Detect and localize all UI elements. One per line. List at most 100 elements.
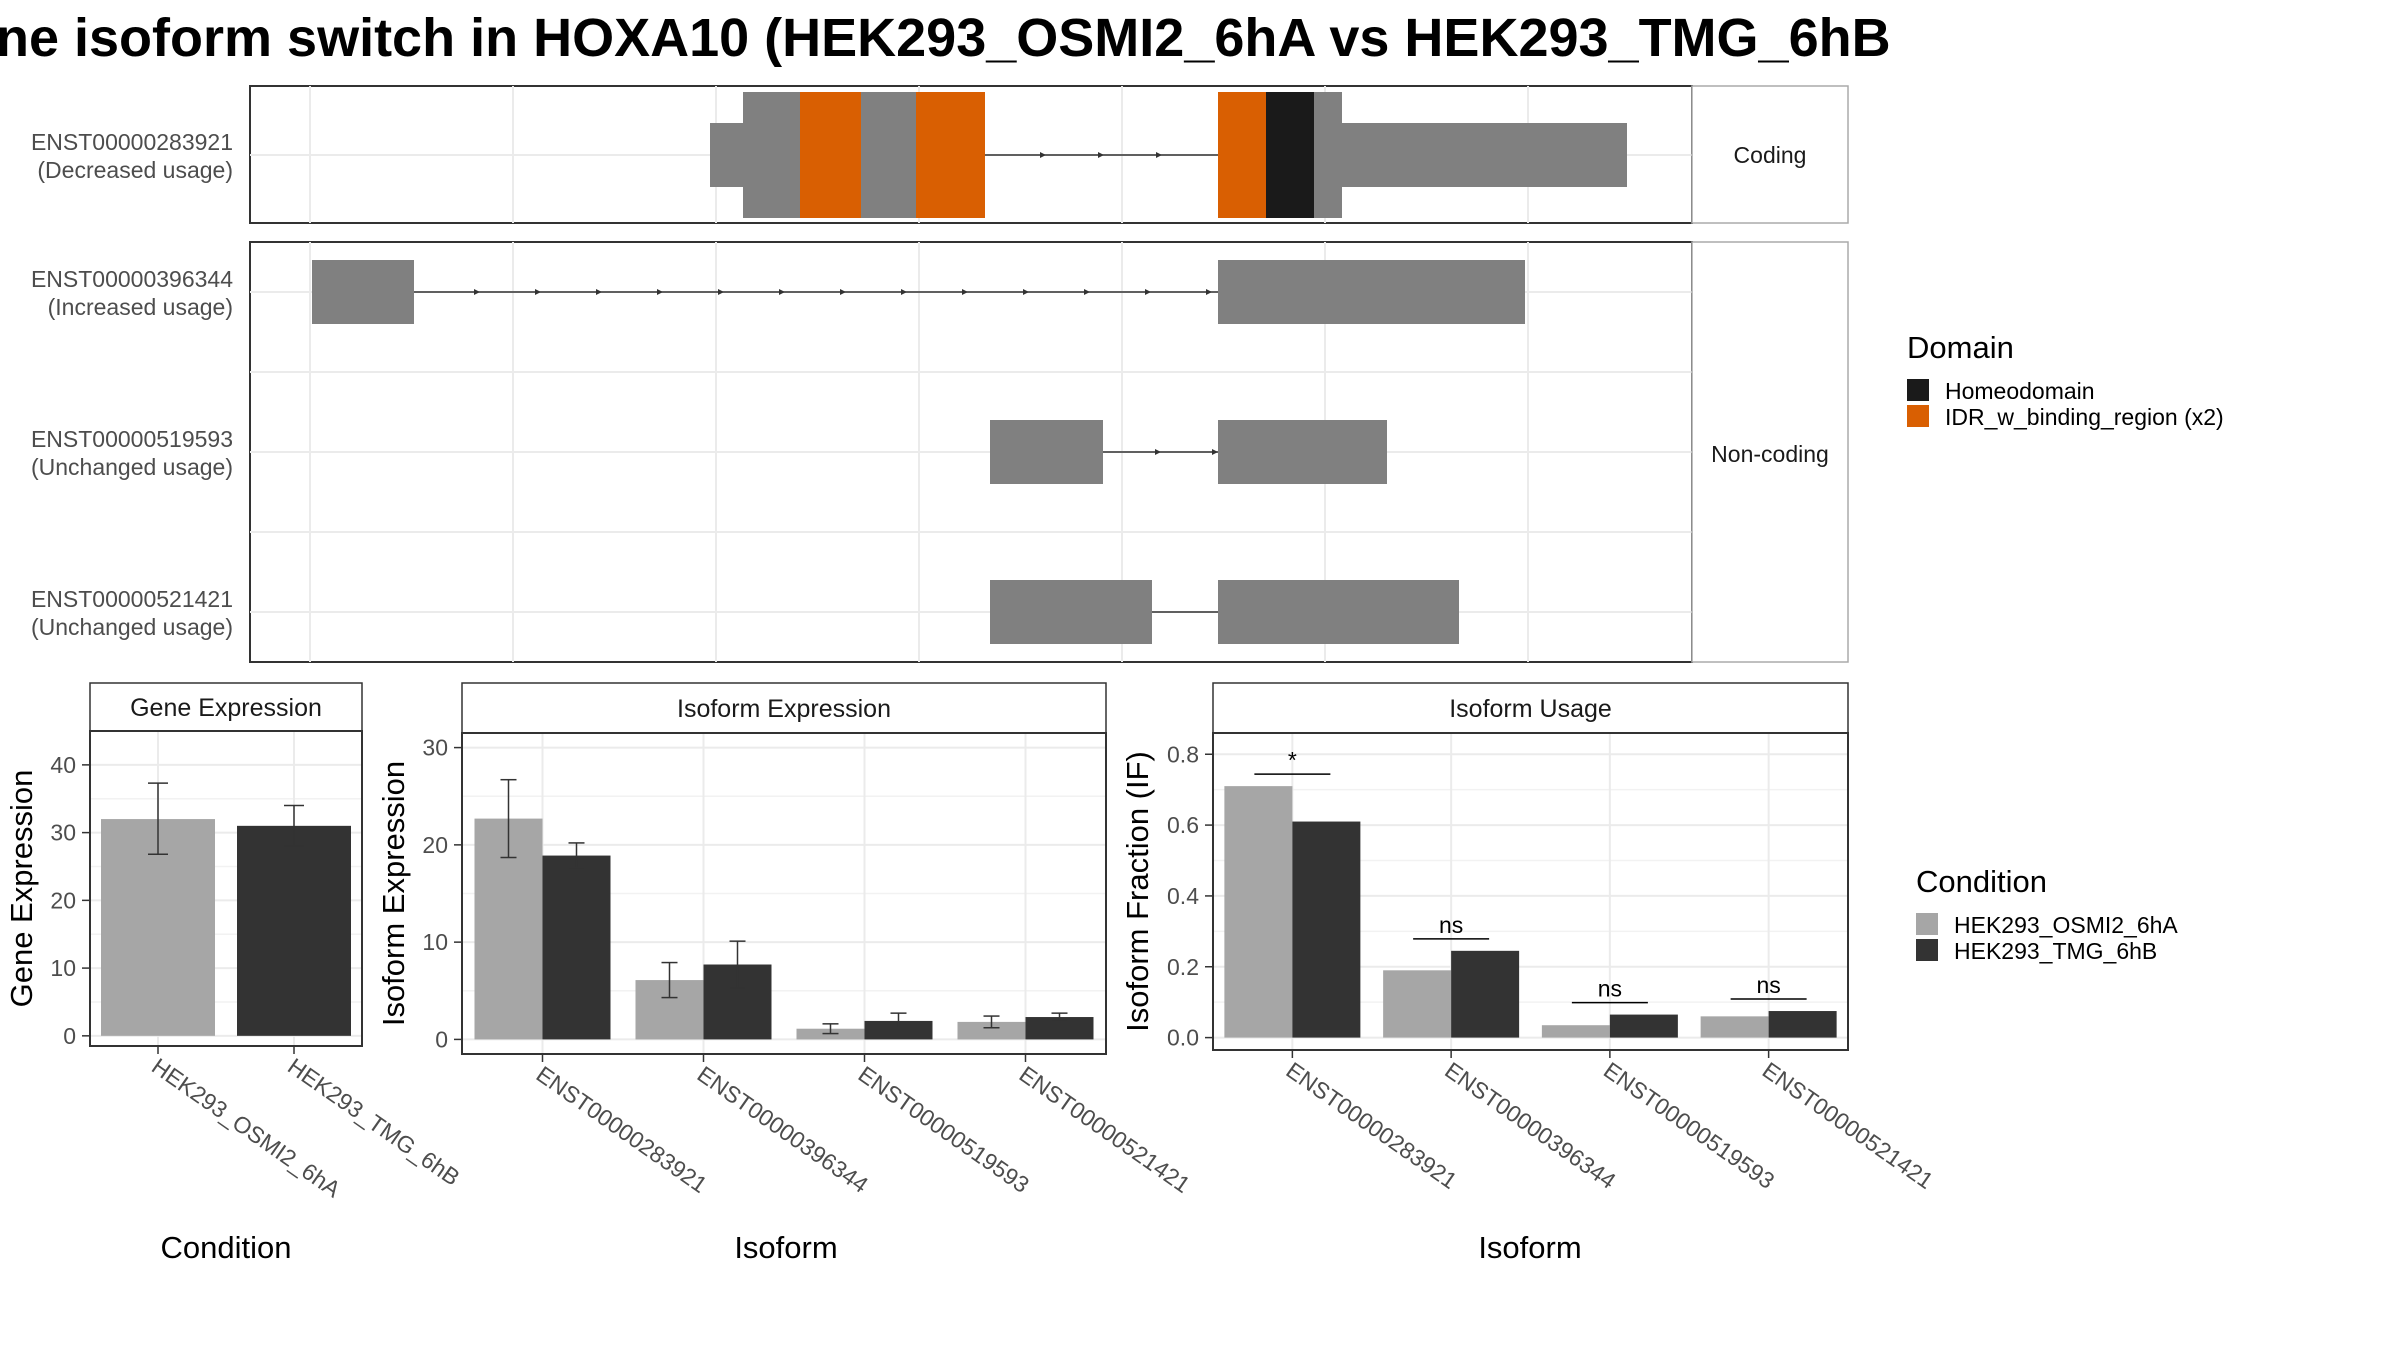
- bar-tmg: [1025, 1017, 1094, 1040]
- significance-label: ns: [1756, 972, 1780, 998]
- transcript-2-model: [312, 260, 1525, 324]
- y-axis-title: Isoform Expression: [376, 761, 411, 1026]
- bar-osmi2: [101, 819, 215, 1036]
- facet-strip-coding: [1691, 85, 1849, 224]
- bar-tmg: [1609, 1014, 1678, 1038]
- x-tick-label: ENST00000519593: [1599, 1057, 1779, 1194]
- domain-idr: [916, 92, 985, 218]
- bar-tmg: [1451, 950, 1520, 1038]
- bar-osmi2: [1541, 1025, 1610, 1038]
- exon-block: [1218, 420, 1387, 484]
- transcript-structure-panel: Coding Non-coding ENST00000283921 (Decre…: [31, 85, 1849, 663]
- condition-legend: Condition HEK293_OSMI2_6hA HEK293_TMG_6h…: [1916, 864, 2178, 964]
- legend-swatch-idr: [1907, 405, 1929, 427]
- bar-tmg: [237, 825, 351, 1036]
- isoform-usage-panel: Isoform Usage 0.0 0.2 0.4 0.6 0.8 * ns ns ns ENST0…: [1120, 682, 1938, 1265]
- facet-label-coding: Coding: [1734, 142, 1807, 168]
- domain-idr: [1218, 92, 1266, 218]
- intron-arrow: [901, 289, 907, 295]
- domain-legend: Domain Homeodomain IDR_w_binding_region …: [1907, 330, 2224, 430]
- y-tick-label: 0: [435, 1026, 448, 1052]
- x-tick-label: ENST00000521421: [1015, 1061, 1195, 1198]
- intron-arrow: [840, 289, 846, 295]
- bar-tmg: [1768, 1011, 1837, 1038]
- y-tick-label: 0.2: [1167, 954, 1199, 980]
- gene-expression-panel: Gene Expression010203040HEK293_OSMI2_6hA…: [4, 682, 465, 1265]
- plot-border: [1212, 732, 1849, 1051]
- significance-label: ns: [1598, 976, 1622, 1002]
- facet-strip-noncoding: [1691, 241, 1849, 663]
- x-tick-label: ENST00000396344: [693, 1061, 874, 1198]
- y-axis-title: Isoform Fraction (IF): [1120, 751, 1155, 1032]
- y-tick-label: 40: [50, 752, 76, 778]
- utr-block: [1342, 123, 1627, 187]
- intron-arrow: [474, 289, 480, 295]
- y-tick-label: 30: [422, 735, 448, 761]
- x-axis-title: Condition: [161, 1230, 292, 1265]
- exon-block: [990, 580, 1152, 644]
- intron-arrow: [1212, 449, 1218, 455]
- intron-arrow: [1023, 289, 1029, 295]
- intron-arrow: [596, 289, 602, 295]
- intron-arrow: [657, 289, 663, 295]
- bar-tmg: [864, 1020, 933, 1040]
- plot-border: [89, 730, 363, 1047]
- significance-label: *: [1288, 747, 1297, 773]
- y-axis-title: Gene Expression: [4, 770, 39, 1008]
- y-tick-label: 0.8: [1167, 741, 1199, 767]
- transcript-4-id: ENST00000521421: [31, 586, 233, 612]
- x-tick-label: ENST00000283921: [1282, 1057, 1462, 1194]
- transcript-1-id: ENST00000283921: [31, 129, 233, 155]
- transcript-4-model: [990, 580, 1459, 644]
- intron-arrow: [535, 289, 541, 295]
- legend-swatch-homeodomain: [1907, 379, 1929, 401]
- utr-block: [710, 123, 743, 187]
- y-tick-label: 30: [50, 820, 76, 846]
- facet-label-noncoding: Non-coding: [1711, 441, 1829, 467]
- x-tick-label: ENST00000521421: [1758, 1057, 1938, 1194]
- x-tick-label: ENST00000283921: [532, 1061, 712, 1198]
- legend-label-tmg: HEK293_TMG_6hB: [1954, 938, 2157, 964]
- intron-arrow: [1156, 152, 1162, 158]
- significance-label: ns: [1439, 912, 1463, 938]
- y-tick-label: 0.0: [1167, 1025, 1199, 1051]
- intron-arrow: [1155, 449, 1161, 455]
- exon-block: [990, 420, 1103, 484]
- panel-strip-label: Isoform Usage: [1449, 695, 1612, 723]
- transcript-2-usage: (Increased usage): [48, 294, 233, 320]
- transcript-3-model: [990, 420, 1387, 484]
- bar-osmi2: [1700, 1016, 1769, 1038]
- x-axis-title: Isoform: [1478, 1230, 1581, 1265]
- y-tick-label: 20: [50, 887, 76, 913]
- figure-title: ne isoform switch in HOXA10 (HEK293_OSMI…: [0, 8, 1891, 68]
- panel-strip-label: Gene Expression: [130, 694, 322, 722]
- intron-arrow: [1098, 152, 1104, 158]
- y-tick-label: 10: [422, 929, 448, 955]
- y-tick-label: 0: [63, 1023, 76, 1049]
- transcript-2-id: ENST00000396344: [31, 266, 233, 292]
- legend-label-idr: IDR_w_binding_region (x2): [1945, 404, 2224, 430]
- condition-legend-title: Condition: [1916, 864, 2047, 899]
- bar-tmg: [1292, 821, 1361, 1038]
- intron-arrow: [1084, 289, 1090, 295]
- intron-arrow: [1206, 289, 1212, 295]
- intron-arrow: [1040, 152, 1046, 158]
- isoform-expression-panel: Isoform Expression 0 10 20 30 ENST00000283921…: [376, 682, 1195, 1265]
- panel-strip: [1212, 682, 1849, 734]
- legend-label-osmi2: HEK293_OSMI2_6hA: [1954, 912, 2178, 938]
- bar-osmi2: [957, 1021, 1026, 1040]
- domain-homeodomain: [1266, 92, 1314, 218]
- legend-label-homeodomain: Homeodomain: [1945, 378, 2095, 404]
- transcript-3-id: ENST00000519593: [31, 426, 233, 452]
- y-tick-label: 10: [50, 955, 76, 981]
- legend-swatch-tmg: [1916, 939, 1938, 961]
- domain-legend-title: Domain: [1907, 330, 2014, 365]
- exon-block: [312, 260, 414, 324]
- exon-block: [1218, 580, 1459, 644]
- transcript-1-model: [710, 92, 1627, 218]
- y-tick-label: 0.4: [1167, 883, 1199, 909]
- x-tick-label: ENST00000519593: [854, 1061, 1034, 1198]
- panel-strip: [89, 682, 363, 732]
- domain-idr: [800, 92, 861, 218]
- transcript-1-usage: (Decreased usage): [37, 157, 233, 183]
